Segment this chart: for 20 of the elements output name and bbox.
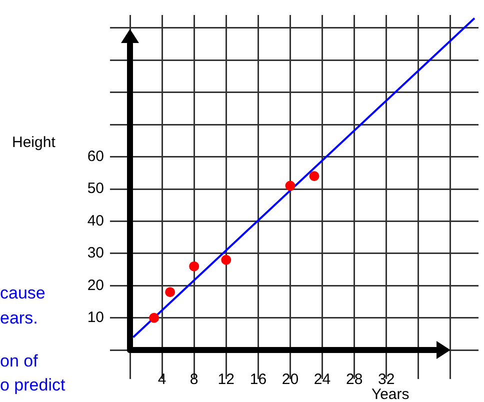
x-tick-label: 4 — [158, 371, 166, 388]
x-tick-label: 28 — [346, 371, 363, 388]
x-tick-label: 32 — [378, 371, 395, 388]
x-axis-title: Years — [371, 386, 410, 402]
y-tick-label: 50 — [87, 180, 104, 198]
y-tick-label: 30 — [87, 244, 104, 262]
text: o predict — [0, 376, 66, 395]
y-tick-label: 20 — [87, 276, 104, 294]
text: cause — [0, 284, 46, 303]
x-tick-label: 24 — [314, 371, 331, 388]
x-tick-label: 8 — [190, 371, 198, 388]
y-axis-title: Height — [12, 134, 56, 152]
x-tick-label: 16 — [250, 371, 267, 388]
x-tick-label: 12 — [218, 371, 234, 388]
y-tick-label: 40 — [87, 212, 104, 230]
text: ears. — [0, 308, 38, 328]
text: on of — [0, 352, 38, 371]
x-tick-label: 20 — [282, 371, 299, 388]
y-tick-label: 10 — [87, 309, 104, 326]
y-tick-label: 60 — [87, 148, 104, 165]
